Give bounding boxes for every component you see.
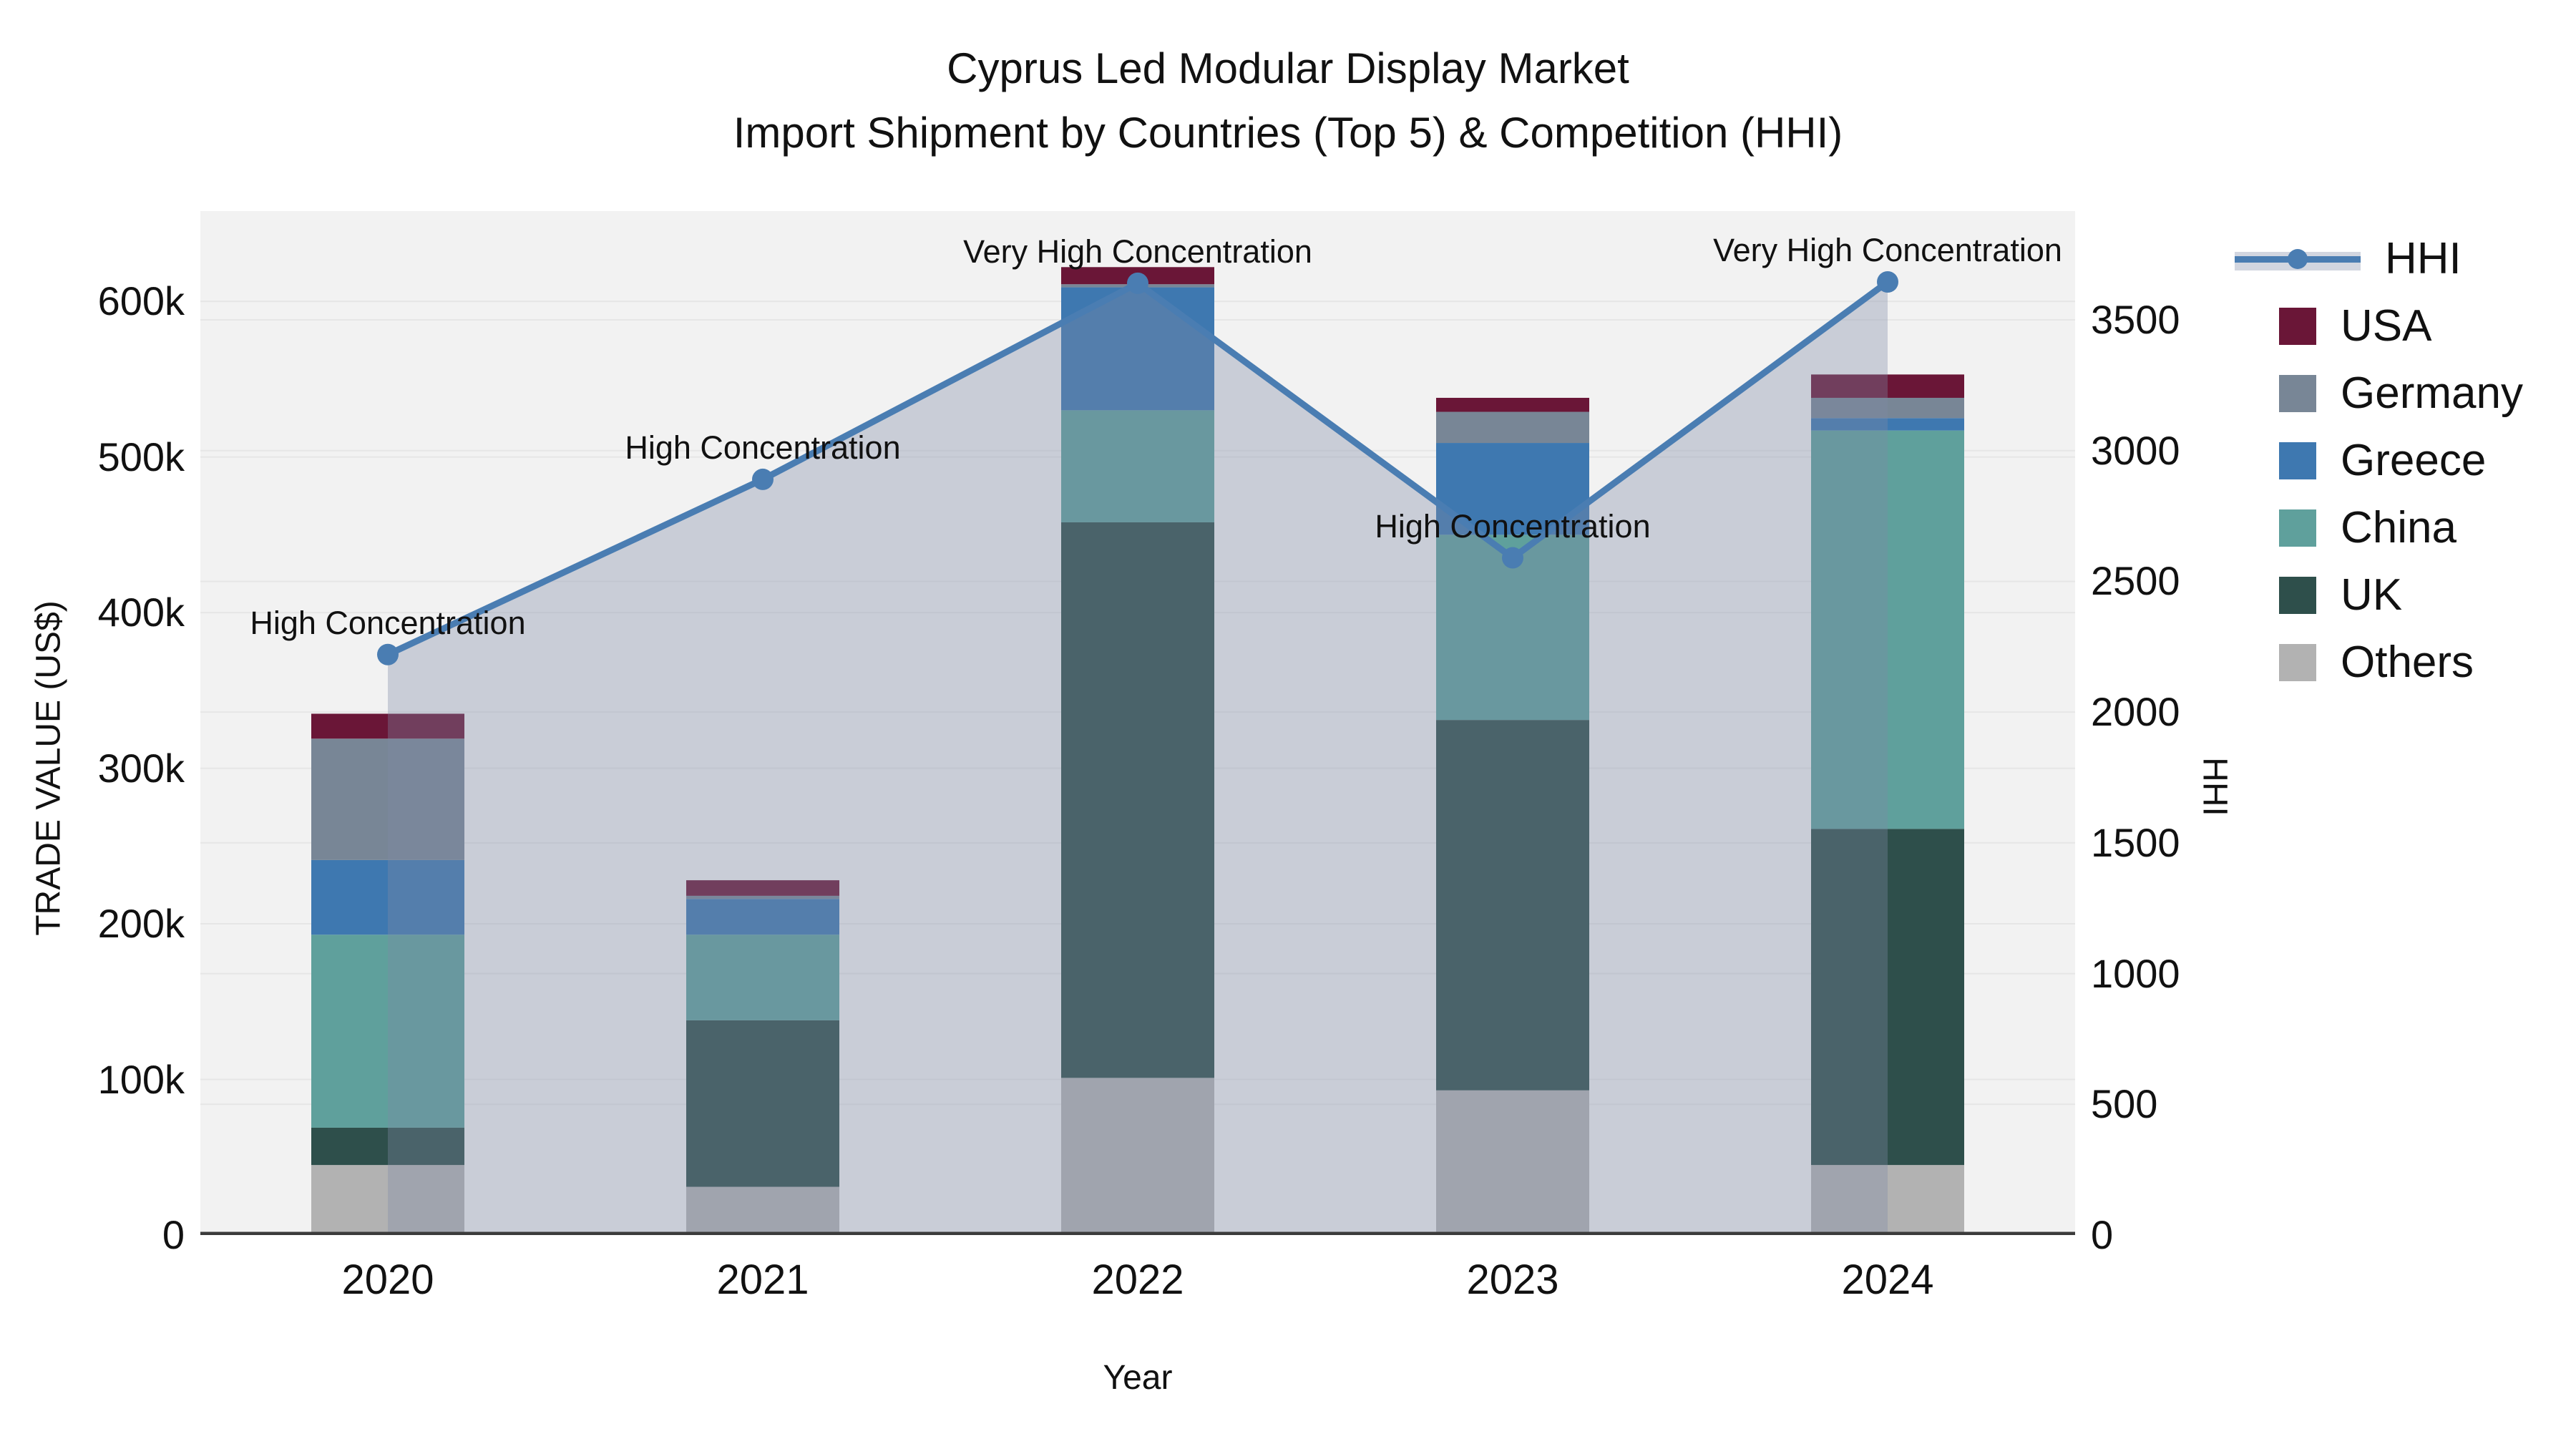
legend-label-greece: Greece — [2341, 436, 2487, 485]
legend-item-china: China — [2279, 505, 2523, 551]
bar-segment-usa-2024 — [1811, 374, 1964, 398]
bar-segment-china-2022 — [1061, 410, 1214, 522]
bar-segment-uk-2022 — [1061, 522, 1214, 1078]
bar-segment-germany-2020 — [311, 738, 464, 860]
bar-segment-greece-2024 — [1811, 418, 1964, 431]
legend-item-others: Others — [2279, 640, 2523, 686]
legend-item-greece: Greece — [2279, 438, 2523, 484]
tick-label-y-300k: 300k — [97, 745, 185, 791]
legend-item-germany: Germany — [2279, 371, 2523, 416]
chart-title-line2: Import Shipment by Countries (Top 5) & C… — [733, 109, 1843, 157]
legend-swatch-others — [2279, 644, 2316, 681]
bar-segment-usa-2021 — [686, 880, 839, 896]
plot-area — [200, 211, 2075, 1235]
tick-label-y-0: 0 — [162, 1212, 185, 1257]
x-axis-label: Year — [1103, 1359, 1173, 1397]
bar-segment-china-2024 — [1811, 430, 1964, 829]
legend: HHI USA Germany Greece China UK Others — [2235, 234, 2523, 686]
chart-title-line1: Cyprus Led Modular Display Market — [947, 44, 1629, 92]
legend-label-uk: UK — [2341, 570, 2403, 620]
legend-label-germany: Germany — [2341, 369, 2523, 418]
legend-swatch-germany — [2279, 375, 2316, 412]
bar-segment-others-2024 — [1811, 1165, 1964, 1235]
legend-hhi-marker-dot — [2288, 249, 2308, 269]
legend-swatch-usa — [2279, 308, 2316, 345]
tick-label-y2-3500: 3500 — [2091, 297, 2180, 343]
bar-segment-germany-2021 — [686, 895, 839, 899]
legend-label-others: Others — [2341, 638, 2474, 687]
hhi-marker-2024 — [1877, 271, 1898, 293]
bar-segment-uk-2023 — [1436, 720, 1589, 1091]
hhi-marker-2022 — [1127, 272, 1148, 294]
bar-segment-others-2021 — [686, 1186, 839, 1235]
tick-label-y-600k: 600k — [97, 278, 185, 324]
legend-swatch-china — [2279, 509, 2316, 547]
annotation-2020: High Concentration — [250, 604, 526, 641]
tick-label-x-2023: 2023 — [1466, 1257, 1559, 1303]
tick-label-y2-2000: 2000 — [2091, 689, 2180, 735]
annotation-2022: Very High Concentration — [963, 233, 1312, 270]
bar-segment-germany-2023 — [1436, 411, 1589, 444]
bar-segment-china-2020 — [311, 935, 464, 1128]
tick-label-x-2024: 2024 — [1841, 1257, 1934, 1303]
hhi-marker-2020 — [377, 643, 399, 665]
tick-label-y2-0: 0 — [2091, 1212, 2114, 1257]
y-axis-label: TRADE VALUE (US$) — [29, 600, 68, 936]
tick-label-y2-1500: 1500 — [2091, 819, 2180, 865]
bar-segment-others-2023 — [1436, 1090, 1589, 1235]
legend-label-china: China — [2341, 503, 2457, 552]
hhi-area-fill — [388, 282, 1888, 1235]
bar-segment-usa-2023 — [1436, 397, 1589, 412]
y2-axis-label: HHI — [2195, 757, 2234, 816]
legend-swatch-greece — [2279, 442, 2316, 479]
annotation-2024: Very High Concentration — [1713, 232, 2062, 269]
bar-segment-others-2020 — [311, 1165, 464, 1235]
tick-label-y2-500: 500 — [2091, 1081, 2158, 1127]
hhi-marker-2023 — [1502, 547, 1523, 569]
tick-label-y-400k: 400k — [97, 590, 185, 635]
tick-label-y-500k: 500k — [97, 434, 185, 479]
annotation-2021: High Concentration — [625, 429, 901, 466]
legend-hhi-line-icon — [2235, 243, 2361, 275]
tick-label-y-200k: 200k — [97, 901, 185, 947]
bar-segment-others-2022 — [1061, 1078, 1214, 1235]
bar-segment-china-2021 — [686, 935, 839, 1020]
legend-swatch-uk — [2279, 577, 2316, 614]
legend-item-hhi: HHI — [2235, 234, 2523, 283]
tick-label-x-2020: 2020 — [341, 1257, 434, 1303]
bar-segment-germany-2024 — [1811, 397, 1964, 419]
bar-segment-greece-2021 — [686, 899, 839, 935]
tick-label-y2-1000: 1000 — [2091, 950, 2180, 996]
legend-label-hhi: HHI — [2385, 234, 2462, 283]
bar-segment-uk-2021 — [686, 1020, 839, 1187]
tick-label-x-2022: 2022 — [1091, 1257, 1184, 1303]
bar-segment-uk-2020 — [311, 1127, 464, 1166]
tick-label-y2-3000: 3000 — [2091, 427, 2180, 473]
legend-label-usa: USA — [2341, 301, 2432, 351]
bar-segment-greece-2020 — [311, 859, 464, 935]
tick-label-y2-2500: 2500 — [2091, 558, 2180, 604]
tick-label-x-2021: 2021 — [716, 1257, 809, 1303]
hhi-marker-2021 — [752, 468, 774, 490]
bar-segment-usa-2020 — [311, 713, 464, 739]
tick-label-y-100k: 100k — [97, 1056, 185, 1102]
annotation-2023: High Concentration — [1375, 507, 1651, 545]
bar-segment-uk-2024 — [1811, 829, 1964, 1166]
legend-item-uk: UK — [2279, 572, 2523, 618]
legend-item-usa: USA — [2279, 303, 2523, 349]
